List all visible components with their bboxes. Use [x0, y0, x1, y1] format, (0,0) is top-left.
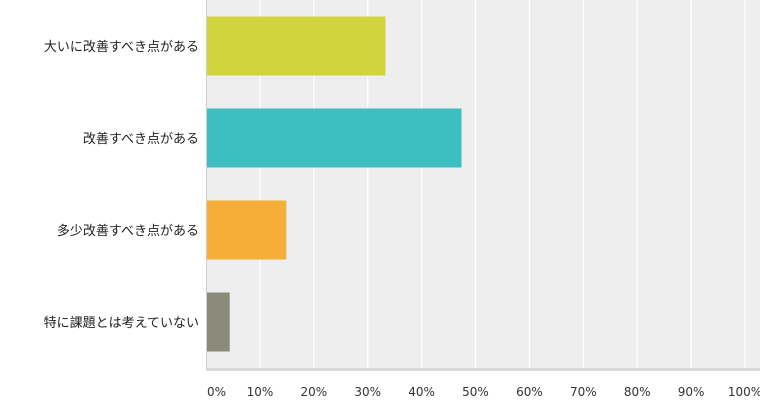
category-label: 大いに改善すべき点がある: [44, 39, 199, 55]
x-tick-label: 40%: [408, 385, 435, 399]
bar: [207, 292, 230, 352]
x-tick-label: 80%: [624, 385, 651, 399]
bar: [207, 108, 462, 168]
x-tick-label: 0%: [207, 385, 226, 399]
bar: [207, 200, 287, 260]
x-tick-label: 10%: [247, 385, 274, 399]
category-label: 改善すべき点がある: [83, 131, 199, 147]
x-tick-label: 60%: [516, 385, 543, 399]
x-tick-label: 20%: [300, 385, 327, 399]
x-tick-label: 70%: [570, 385, 597, 399]
category-label: 特に課題とは考えていない: [44, 315, 199, 331]
x-tick-label: 30%: [354, 385, 381, 399]
x-tick-label: 90%: [678, 385, 705, 399]
bar: [207, 16, 386, 76]
x-tick-label: 100%: [728, 385, 760, 399]
x-tick-label: 50%: [462, 385, 489, 399]
x-axis-line: [206, 368, 760, 371]
category-label: 多少改善すべき点がある: [57, 223, 199, 239]
